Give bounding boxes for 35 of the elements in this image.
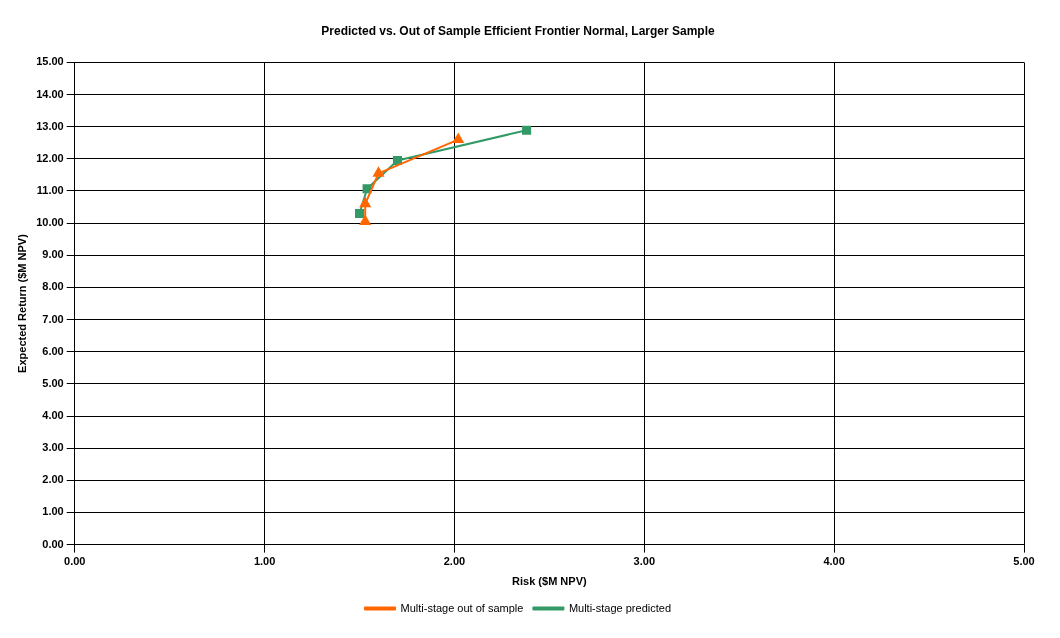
x-tick-label: 4.00 (823, 555, 845, 568)
x-tick-label: 0.00 (64, 555, 86, 568)
point (362, 184, 372, 194)
chart-title: Predicted vs. Out of Sample Efficient Frontier Normal, Larger Sample (321, 23, 716, 38)
y-tick-label: 3.00 (42, 441, 64, 454)
legend-label: Multi-stage out of sample (400, 601, 524, 614)
point (373, 167, 384, 177)
legend-label: Multi-stage predicted (568, 601, 671, 614)
y-tick-label: 12.00 (36, 151, 64, 164)
point (359, 215, 371, 226)
point (452, 133, 464, 144)
x-axis-title: Risk ($M NPV) (512, 575, 587, 588)
y-tick-label: 11.00 (36, 184, 64, 197)
y-tick-label: 2.00 (42, 473, 64, 486)
y-tick-label: 4.00 (42, 409, 64, 422)
y-tick-label: 14.00 (36, 87, 64, 100)
point (392, 155, 403, 165)
y-tick-label: 8.00 (42, 280, 64, 293)
y-tick-label: 6.00 (42, 344, 64, 357)
y-tick-label: 1.00 (42, 505, 64, 518)
y-tick-label: 7.00 (42, 312, 64, 325)
y-tick-label: 0.00 (42, 537, 64, 550)
x-tick-label: 2.00 (443, 555, 466, 568)
y-tick-label: 5.00 (42, 376, 64, 389)
y-tick-label: 9.00 (42, 248, 64, 261)
point (354, 208, 365, 219)
point (522, 125, 532, 135)
x-tick-label: 5.00 (1013, 555, 1035, 568)
y-axis-title: Expected Return ($M NPV) (15, 233, 28, 373)
y-tick-label: 13.00 (36, 119, 64, 132)
point (359, 197, 371, 208)
y-tick-label: 10.00 (36, 216, 64, 229)
x-tick-label: 1.00 (253, 555, 276, 568)
y-tick-label: 15.00 (36, 55, 64, 68)
x-tick-label: 3.00 (633, 555, 655, 568)
